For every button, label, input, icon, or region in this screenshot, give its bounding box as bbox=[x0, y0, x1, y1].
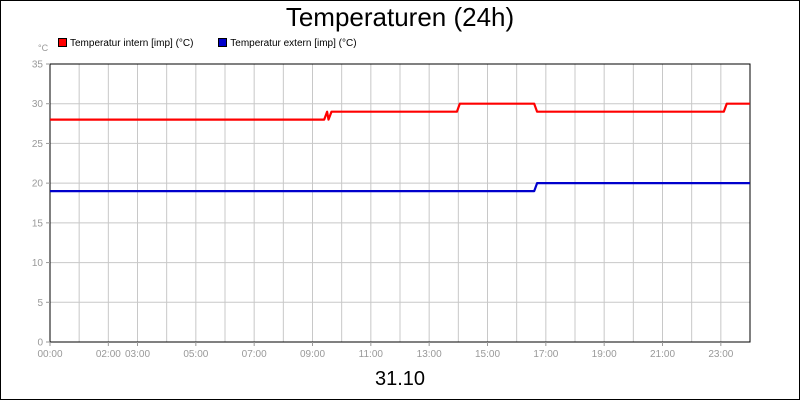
x-tick-label: 03:00 bbox=[125, 349, 150, 360]
y-tick-label: 15 bbox=[32, 218, 44, 229]
y-tick-label: 10 bbox=[32, 258, 44, 269]
x-tick-label: 11:00 bbox=[359, 349, 384, 360]
x-tick-label: 05:00 bbox=[183, 349, 208, 360]
x-tick-label: 00:00 bbox=[37, 349, 62, 360]
x-tick-label: 23:00 bbox=[708, 349, 733, 360]
x-tick-label: 15:00 bbox=[475, 349, 500, 360]
x-tick-label: 17:00 bbox=[533, 349, 558, 360]
x-axis-date-label: 31.10 bbox=[374, 368, 426, 390]
y-tick-label: 30 bbox=[32, 99, 44, 110]
chart-legend: Temperatur intern [imp] (°C) Temperatur … bbox=[58, 37, 379, 49]
y-tick-label: 25 bbox=[32, 139, 44, 150]
legend-swatch-intern bbox=[58, 37, 67, 47]
plot-border bbox=[49, 63, 751, 343]
x-tick-label: 09:00 bbox=[300, 349, 325, 360]
legend-label-extern: Temperatur extern [imp] (°C) bbox=[230, 38, 357, 49]
legend-label-intern: Temperatur intern [imp] (°C) bbox=[70, 38, 194, 49]
x-tick-label: 07:00 bbox=[242, 349, 267, 360]
y-tick-label: 0 bbox=[37, 338, 43, 349]
series-line-intern bbox=[50, 102, 750, 121]
y-axis-unit: °C bbox=[38, 43, 49, 53]
y-tick-label: 5 bbox=[37, 298, 43, 309]
legend-item-intern: Temperatur intern [imp] (°C) bbox=[58, 37, 194, 49]
legend-swatch-extern bbox=[218, 37, 228, 47]
y-tick-label: 20 bbox=[32, 179, 44, 190]
chart-title: Temperaturen (24h) bbox=[285, 2, 515, 32]
x-tick-label: 13:00 bbox=[417, 349, 442, 360]
legend-item-extern: Temperatur extern [imp] (°C) bbox=[218, 37, 357, 49]
x-tick-label: 21:00 bbox=[650, 349, 675, 360]
y-tick-label: 35 bbox=[32, 60, 44, 71]
x-tick-label: 19:00 bbox=[592, 349, 617, 360]
series-line-extern bbox=[50, 182, 750, 193]
x-tick-label: 02:00 bbox=[96, 349, 121, 360]
